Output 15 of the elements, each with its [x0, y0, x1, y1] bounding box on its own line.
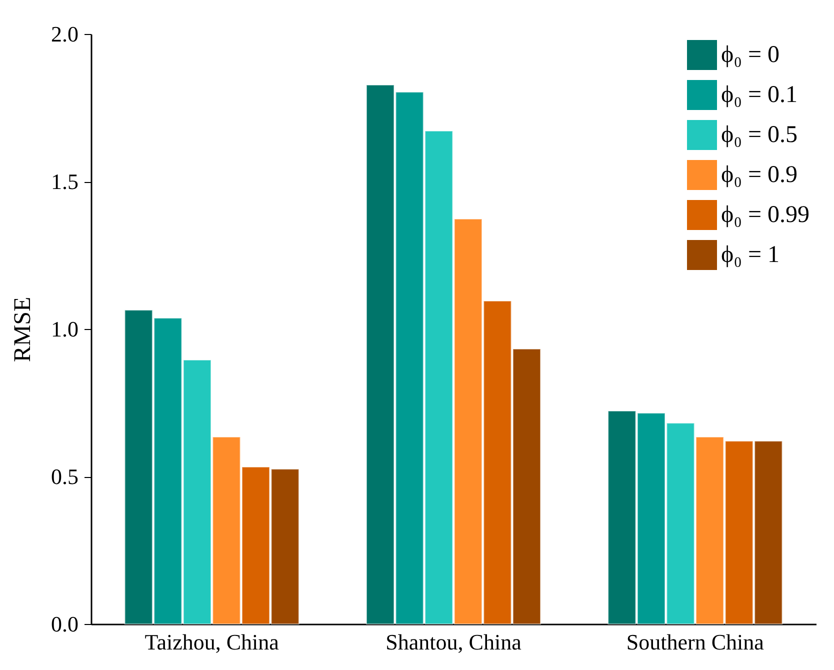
x-tick-label: Taizhou, China	[144, 630, 280, 654]
legend-label: ϕ₀ = 1	[721, 242, 780, 268]
y-tick-label: 2.0	[51, 22, 78, 46]
legend-label: ϕ₀ = 0.9	[721, 162, 798, 188]
x-tick-label: Southern China	[626, 630, 764, 654]
legend-label: ϕ₀ = 0	[721, 42, 780, 68]
y-tick-label: 0.5	[51, 464, 78, 489]
legend-label: ϕ₀ = 0.99	[721, 202, 810, 228]
legend-label: ϕ₀ = 0.5	[721, 122, 798, 148]
y-tick-label: 1.0	[51, 316, 78, 342]
y-tick-label: 1.5	[51, 169, 78, 194]
x-tick-label: Shantou, China	[386, 630, 522, 654]
y-tick-label: 0.0	[51, 612, 78, 636]
legend-label: ϕ₀ = 0.1	[721, 82, 798, 108]
y-axis-title: RMSE	[10, 296, 36, 362]
